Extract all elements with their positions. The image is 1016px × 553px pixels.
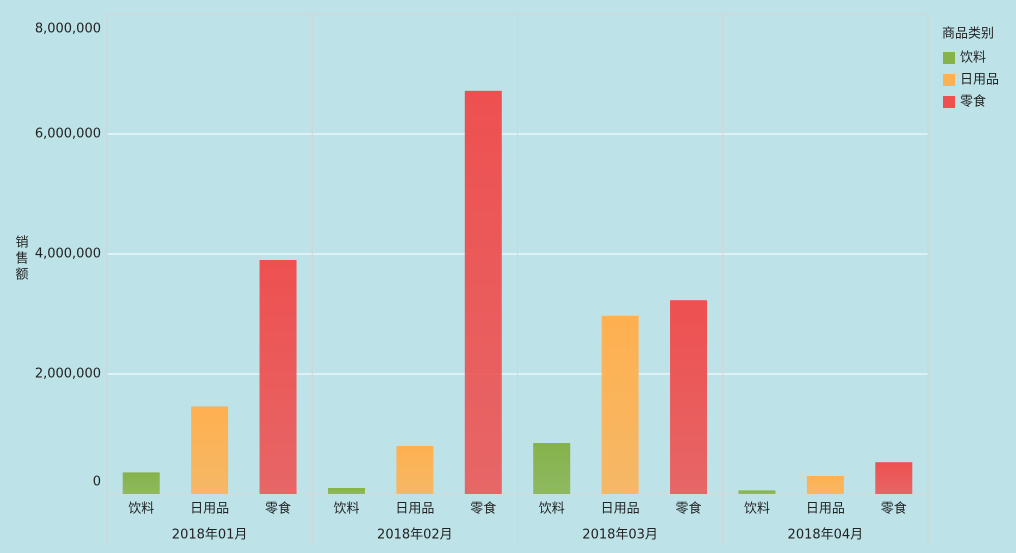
bar [191, 406, 229, 494]
legend-label: 零食 [960, 94, 986, 110]
bar [875, 462, 913, 494]
bar [806, 476, 844, 494]
y-axis-label: 售 [15, 251, 28, 267]
y-tick-label: 0 [93, 475, 101, 490]
sub-category-label: 日用品 [601, 502, 640, 517]
y-tick-label: 6,000,000 [35, 127, 101, 142]
legend-label: 日用品 [960, 73, 999, 88]
legend-swatch [943, 96, 955, 108]
y-axis-label: 销 [15, 236, 28, 251]
y-axis-label: 额 [15, 268, 28, 283]
x-tick-label: 2018年03月 [582, 528, 658, 543]
bar [601, 315, 639, 494]
sub-category-label: 零食 [881, 501, 907, 517]
sub-category-label: 零食 [676, 501, 702, 517]
sub-category-label: 饮料 [333, 502, 359, 517]
y-tick-label: 2,000,000 [35, 367, 101, 382]
sub-category-label: 零食 [265, 501, 291, 517]
bar [396, 446, 434, 494]
legend-label: 饮料 [960, 51, 986, 66]
legend-swatch [943, 74, 955, 86]
sub-category-label: 日用品 [806, 502, 845, 517]
legend-swatch [943, 52, 955, 64]
bar [670, 300, 708, 494]
y-tick-label: 4,000,000 [35, 247, 101, 262]
bar [122, 472, 160, 494]
legend-title: 商品类别 [942, 27, 994, 42]
sub-category-label: 饮料 [128, 502, 154, 517]
sub-category-label: 零食 [470, 501, 496, 517]
sub-category-label: 日用品 [395, 502, 434, 517]
bar [738, 490, 776, 494]
y-tick-label: 8,000,000 [35, 22, 101, 37]
bar [259, 260, 297, 494]
sub-category-label: 饮料 [539, 502, 565, 517]
x-tick-label: 2018年01月 [172, 528, 248, 543]
x-tick-label: 2018年02月 [377, 528, 453, 543]
bar [533, 443, 571, 494]
bar [327, 488, 365, 494]
sub-category-label: 日用品 [190, 502, 229, 517]
sub-category-label: 饮料 [744, 502, 770, 517]
bar [464, 90, 502, 495]
x-tick-label: 2018年04月 [788, 528, 864, 543]
